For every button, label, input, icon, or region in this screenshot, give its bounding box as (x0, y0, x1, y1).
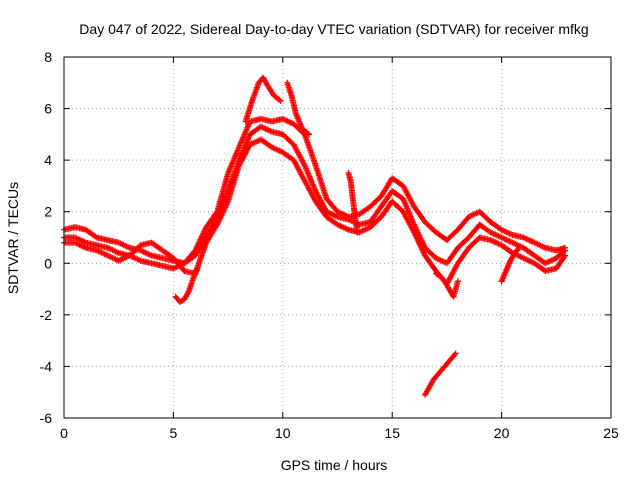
series-track-c (61, 136, 569, 287)
x-tick-label: 0 (60, 425, 68, 441)
grid-layer (64, 57, 611, 418)
series-peak-excursion (242, 74, 284, 125)
data-point (560, 248, 567, 255)
data-point (515, 246, 522, 253)
series-dip-near-5h (172, 265, 201, 305)
series-bump-near-13h (345, 170, 361, 236)
data-point (516, 244, 523, 251)
data-point (452, 350, 459, 357)
data-point (354, 229, 361, 236)
y-tick-label: 4 (44, 152, 52, 168)
series-tail-near-20h (498, 244, 523, 285)
y-tick-label: -6 (40, 410, 53, 426)
x-tick-label: 15 (384, 425, 400, 441)
series-outlier-streak (422, 350, 459, 398)
plot-frame (63, 56, 612, 419)
y-tick-label: -4 (40, 358, 53, 374)
chart-title: Day 047 of 2022, Sidereal Day-to-day VTE… (79, 21, 588, 37)
data-point (304, 130, 311, 137)
data-point (277, 97, 284, 104)
y-tick-label: -2 (40, 307, 53, 323)
data-point (306, 131, 313, 138)
data-point (276, 96, 283, 103)
y-tick-label: 8 (44, 49, 52, 65)
marks-layer (61, 74, 569, 398)
data-point (451, 351, 458, 358)
data-point (562, 247, 569, 254)
data-point (562, 252, 569, 259)
y-axis-label: SDTVAR / TECUs (5, 182, 21, 294)
data-point (454, 278, 461, 285)
x-tick-label: 20 (494, 425, 510, 441)
x-axis-label: GPS time / hours (281, 457, 388, 473)
data-point (194, 265, 201, 272)
y-tick-label: 2 (44, 204, 52, 220)
series-early-peak (284, 79, 313, 138)
x-tick-label: 10 (275, 425, 291, 441)
ticks-layer: 0 5 10 15 20 25 -6 -4 -2 0 2 4 6 8 (40, 49, 619, 441)
x-tick-label: 25 (603, 425, 619, 441)
y-tick-label: 6 (44, 101, 52, 117)
x-tick-label: 5 (170, 425, 178, 441)
series-dip-near-17h (432, 270, 461, 300)
y-tick-label: 0 (44, 255, 52, 271)
